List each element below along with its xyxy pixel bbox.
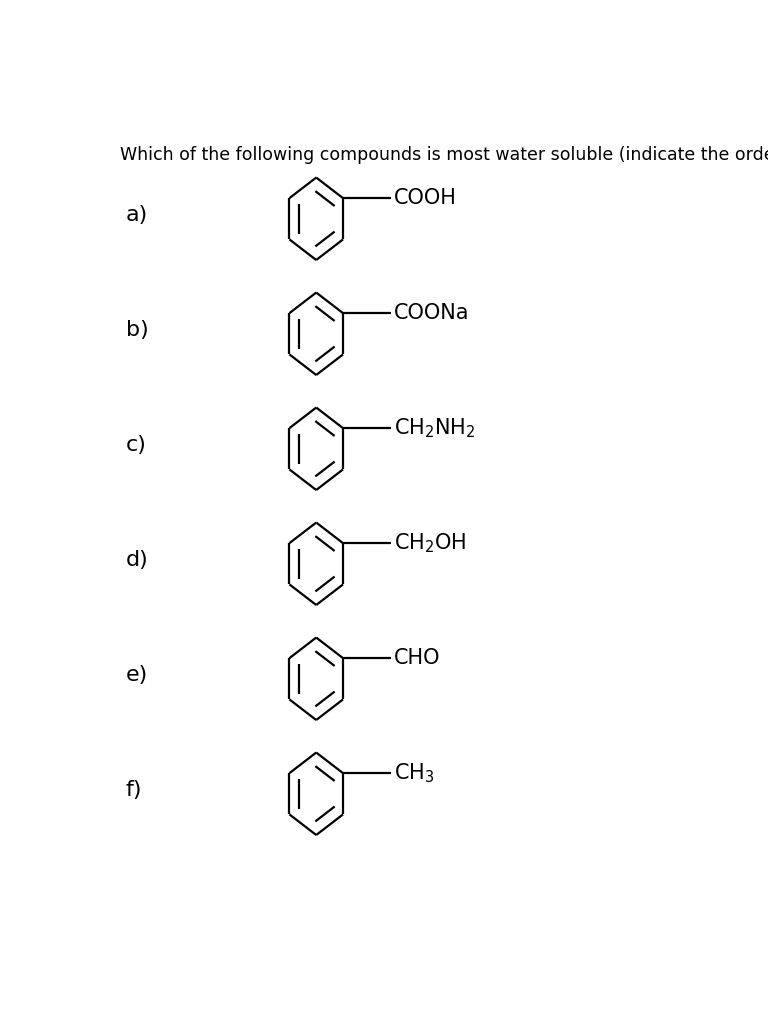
Text: c): c) <box>126 435 147 455</box>
Text: Which of the following compounds is most water soluble (indicate the order).: Which of the following compounds is most… <box>120 146 768 164</box>
Text: d): d) <box>126 550 148 570</box>
Text: e): e) <box>126 664 148 685</box>
Text: COOH: COOH <box>393 188 456 208</box>
Text: COONa: COONa <box>393 303 469 323</box>
Text: CH$_3$: CH$_3$ <box>393 761 434 785</box>
Text: b): b) <box>126 319 148 340</box>
Text: CH$_2$NH$_2$: CH$_2$NH$_2$ <box>393 416 475 440</box>
Text: a): a) <box>126 205 148 225</box>
Text: CH$_2$OH: CH$_2$OH <box>393 531 466 555</box>
Text: CHO: CHO <box>393 648 440 668</box>
Text: f): f) <box>126 780 142 800</box>
